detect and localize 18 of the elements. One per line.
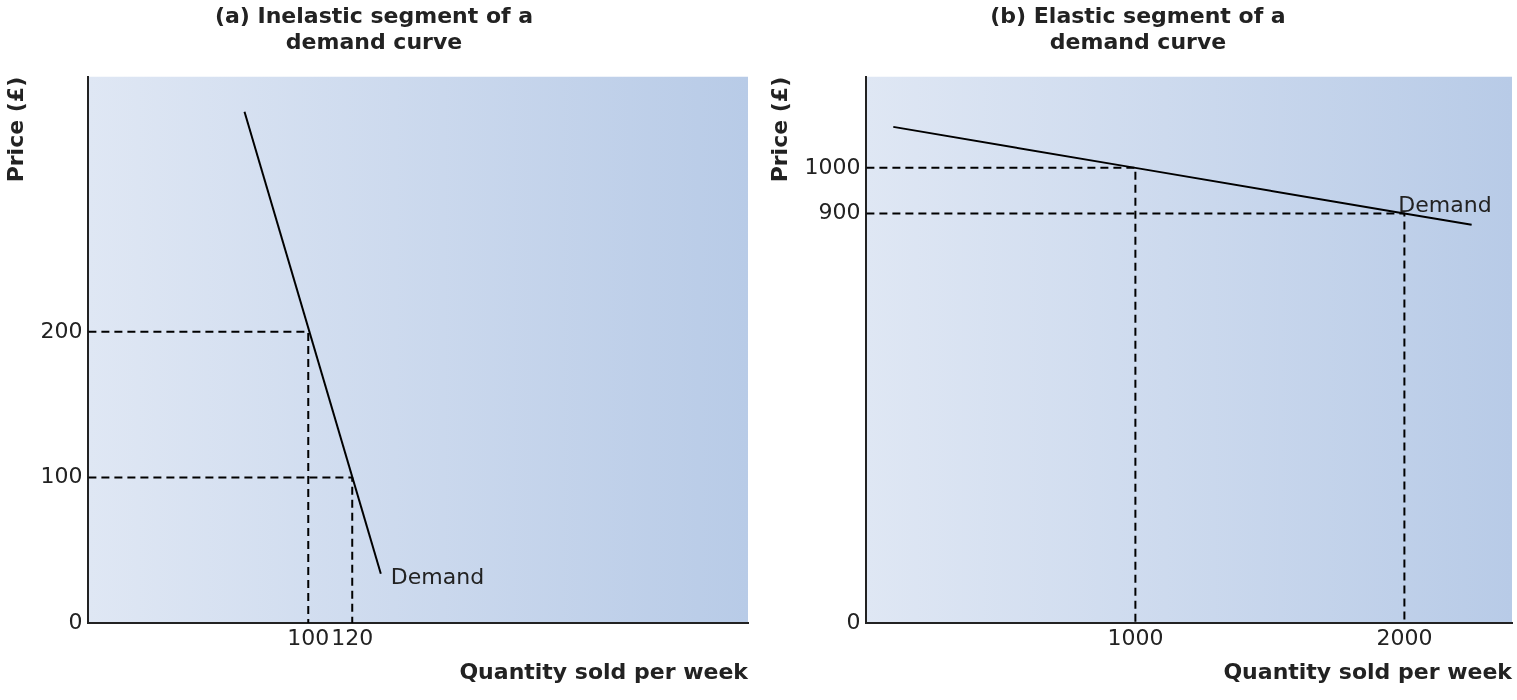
x-tick-label: 2000 bbox=[1376, 625, 1433, 651]
y-tick-label: 100 bbox=[40, 463, 83, 489]
y-axis-title: Price (£) bbox=[766, 76, 792, 183]
y-tick-label: 0 bbox=[68, 608, 83, 634]
y-tick-label: 900 bbox=[818, 199, 861, 225]
annotation: Demand bbox=[390, 564, 485, 590]
y-tick-label: 200 bbox=[40, 317, 83, 343]
chart-title: (a) Inelastic segment of a demand curve bbox=[214, 2, 534, 55]
y-axis-title: Price (£) bbox=[2, 76, 28, 183]
annotation: Demand bbox=[1398, 191, 1492, 217]
x-axis-title: Quantity sold per week bbox=[1223, 658, 1514, 684]
y-tick-label: 0 bbox=[846, 608, 861, 634]
x-tick-label: 1000 bbox=[1107, 625, 1164, 651]
chart-title: (b) Elastic segment of a demand curve bbox=[990, 2, 1286, 55]
x-tick-label: 100 bbox=[287, 625, 330, 651]
x-tick-label: 120 bbox=[331, 625, 374, 651]
x-axis-title: Quantity sold per week bbox=[459, 658, 750, 684]
y-tick-label: 1000 bbox=[804, 153, 861, 179]
